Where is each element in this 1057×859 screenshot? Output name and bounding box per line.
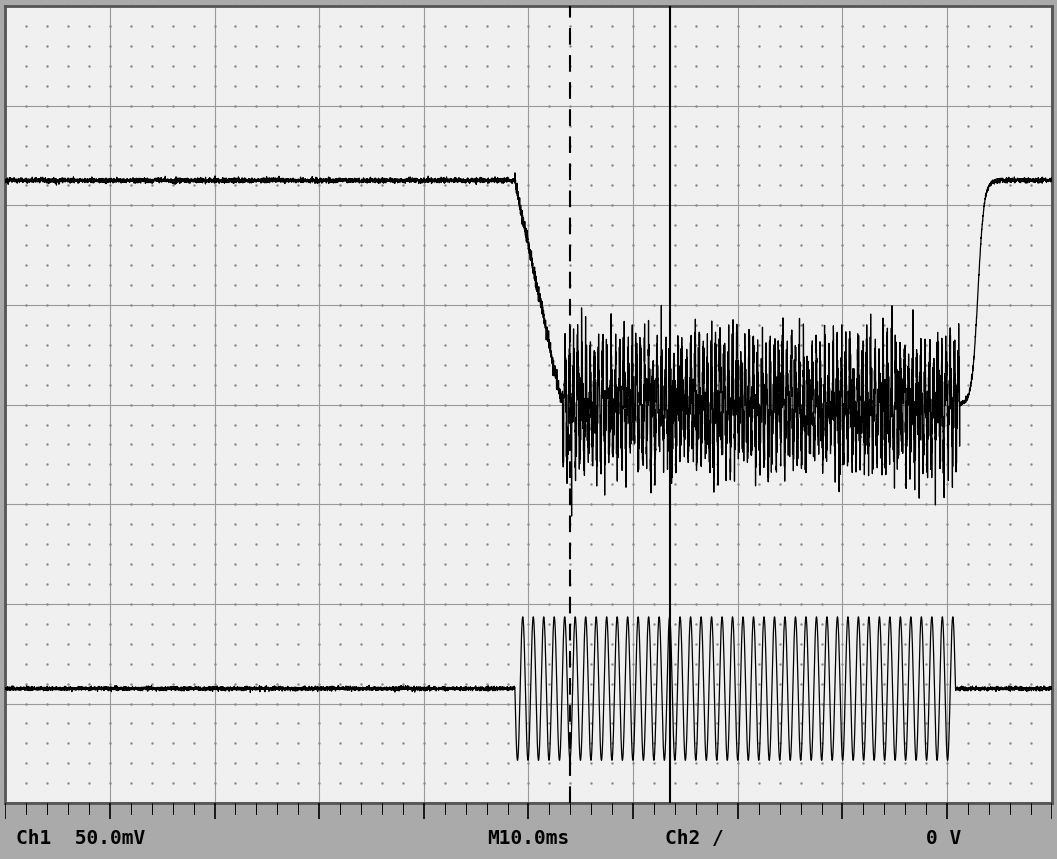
- Text: M10.0ms: M10.0ms: [486, 829, 569, 849]
- Text: 0 V: 0 V: [926, 829, 962, 849]
- Text: Ch1  50.0mV: Ch1 50.0mV: [16, 829, 145, 849]
- Text: Ch2 /: Ch2 /: [665, 829, 723, 849]
